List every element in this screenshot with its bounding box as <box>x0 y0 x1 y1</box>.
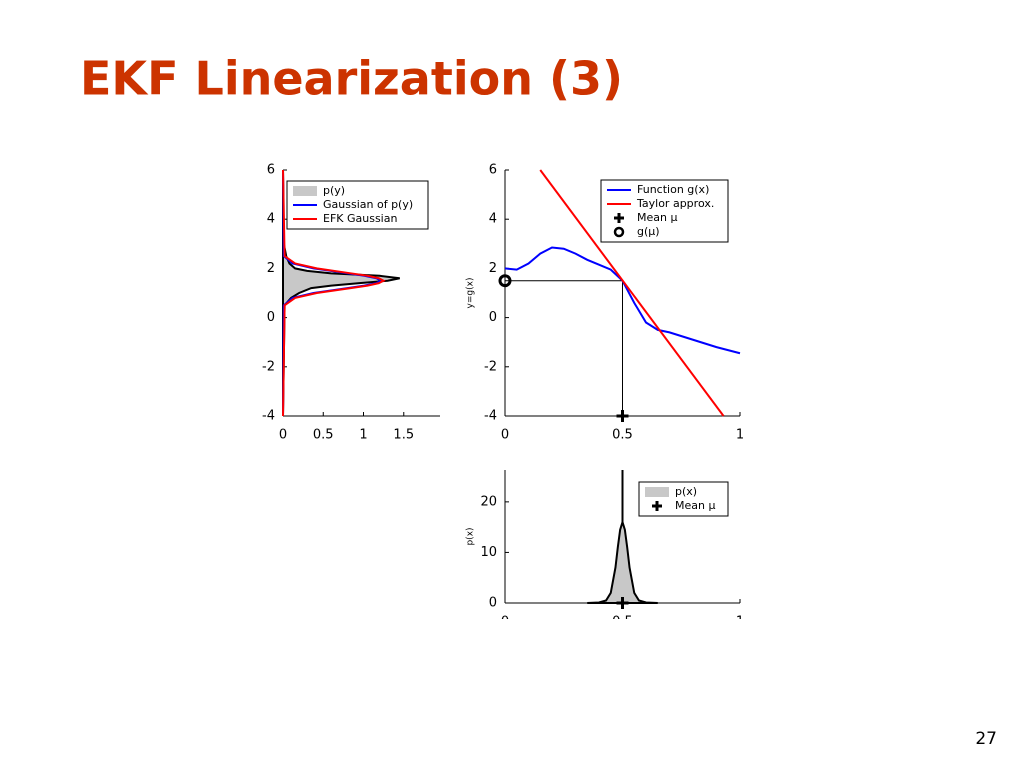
y-axis-label: y=g(x) <box>466 278 476 309</box>
legend-label: Gaussian of p(y) <box>323 198 413 211</box>
x-tick-label: 0.5 <box>612 428 633 443</box>
x-tick-label: 0 <box>501 615 509 630</box>
y-tick-label: 2 <box>489 261 497 276</box>
legend-swatch <box>613 226 625 238</box>
chart: -4 -2 0 2 4 6 0 0.5 1 y=g(x) Function g(x)Taylor a… <box>466 163 745 443</box>
slide-title: EKF Linearization (3) <box>80 52 623 106</box>
y-tick-label: 4 <box>489 212 497 227</box>
x-tick-label: 1 <box>736 428 744 443</box>
series-line <box>282 169 386 417</box>
y-axis-label: p(x) <box>466 527 476 545</box>
mean-marker <box>616 597 629 609</box>
page-number: 27 <box>975 729 997 749</box>
legend-label: g(μ) <box>637 225 660 238</box>
legend-label: Mean μ <box>675 499 715 512</box>
legend-label: Function g(x) <box>637 183 709 196</box>
y-tick-label: 6 <box>267 163 275 178</box>
legend-label: EFK Gaussian <box>323 212 397 225</box>
y-tick-label: -4 <box>262 409 275 424</box>
series-line <box>587 518 658 604</box>
x-tick-label: 0.5 <box>313 428 334 443</box>
y-tick-label: -4 <box>484 409 497 424</box>
legend-swatch <box>652 501 662 511</box>
mean-marker <box>616 410 629 422</box>
legend-swatch <box>645 487 669 497</box>
chart: -4 -2 0 2 4 6 0 0.5 1 1.5 p(y)Gaussian of p(y)EFK … <box>262 163 440 443</box>
x-tick-label: 0.5 <box>612 615 633 630</box>
y-tick-label: 0 <box>267 310 275 325</box>
y-tick-label: 10 <box>480 545 497 560</box>
y-tick-label: 2 <box>267 261 275 276</box>
series-line <box>504 246 741 355</box>
y-tick-label: -2 <box>262 359 275 374</box>
series-line <box>282 169 400 417</box>
legend-swatch <box>293 186 317 196</box>
y-tick-label: 0 <box>489 310 497 325</box>
x-tick-label: 1 <box>736 615 744 630</box>
y-tick-label: 6 <box>489 163 497 178</box>
legend-label: p(x) <box>675 485 697 498</box>
y-tick-label: 0 <box>489 596 497 611</box>
x-tick-label: 1 <box>359 428 367 443</box>
x-tick-label: 0 <box>501 428 509 443</box>
legend-swatch <box>614 213 624 223</box>
y-tick-label: 4 <box>267 212 275 227</box>
legend-label: Mean μ <box>637 211 677 224</box>
legend-label: p(y) <box>323 184 345 197</box>
y-tick-label: 20 <box>480 494 497 509</box>
legend-label: Taylor approx. <box>636 197 714 210</box>
x-tick-label: 1.5 <box>393 428 414 443</box>
y-tick-label: -2 <box>484 359 497 374</box>
g-mu-marker <box>498 274 512 288</box>
series-line <box>539 169 725 417</box>
x-tick-label: 0 <box>279 428 287 443</box>
